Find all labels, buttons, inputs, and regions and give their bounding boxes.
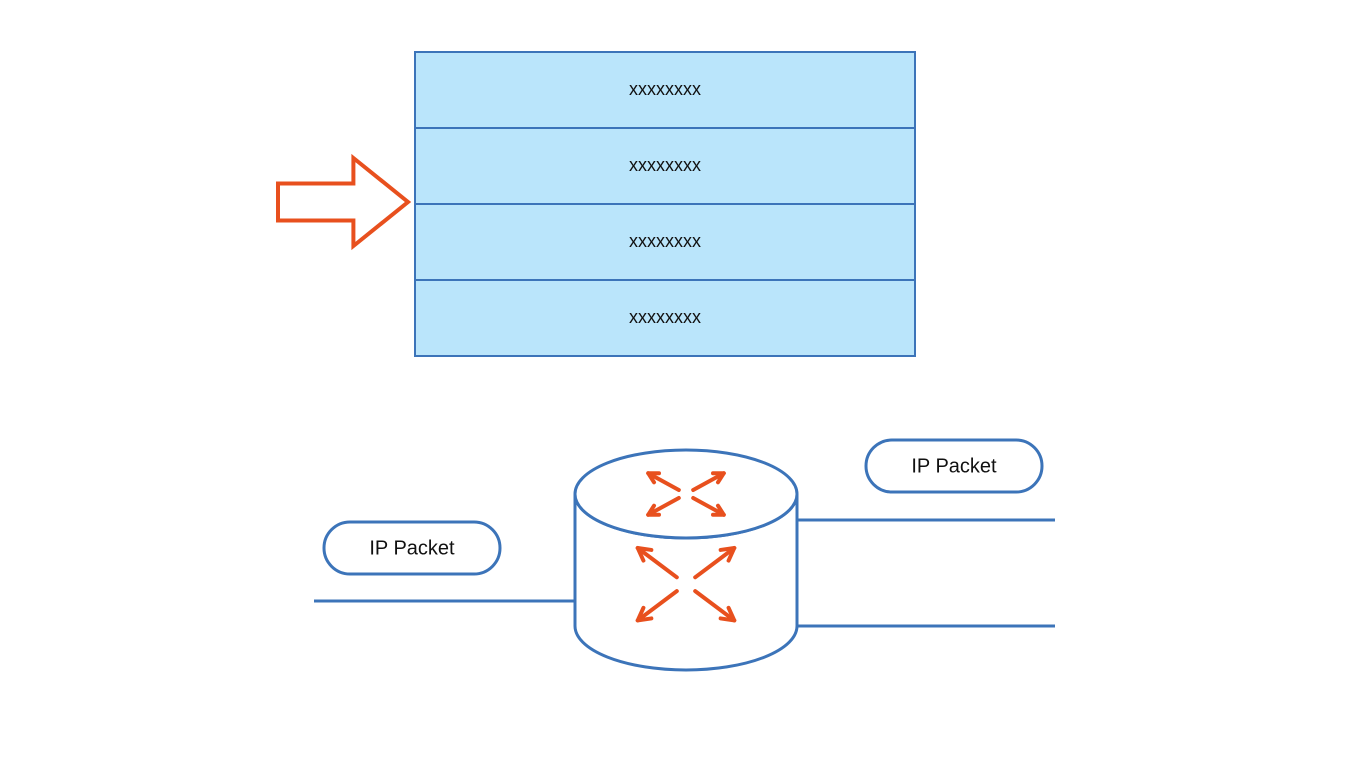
ip-packet-label-left-text: IP Packet <box>369 537 455 559</box>
table-cell-text: xxxxxxxx <box>629 79 701 99</box>
ip-packet-label-right: IP Packet <box>866 440 1042 492</box>
ip-packet-label-left: IP Packet <box>324 522 500 574</box>
router-icon <box>575 450 797 670</box>
routing-table: xxxxxxxx xxxxxxxx xxxxxxxx xxxxxxxx <box>415 52 915 356</box>
input-arrow <box>278 158 408 246</box>
table-cell-text: xxxxxxxx <box>629 231 701 251</box>
table-cell-text: xxxxxxxx <box>629 307 701 327</box>
table-cell-text: xxxxxxxx <box>629 155 701 175</box>
ip-packet-label-right-text: IP Packet <box>911 455 997 477</box>
